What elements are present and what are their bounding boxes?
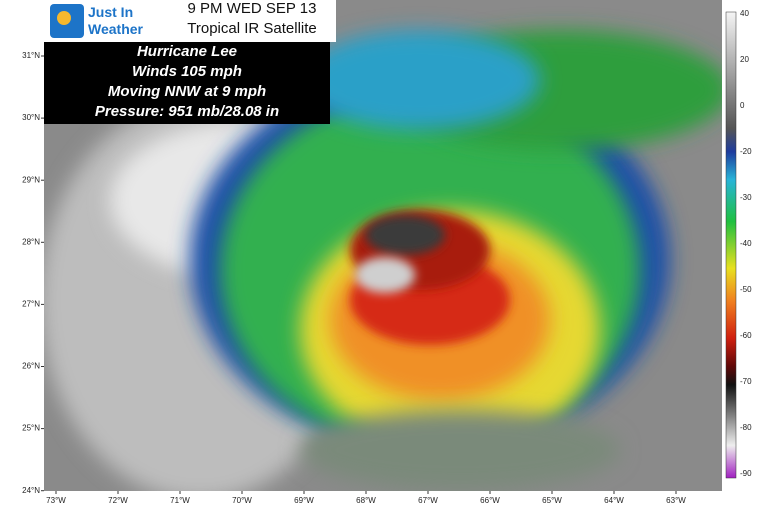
imagery bbox=[44, 0, 722, 491]
latitude-label: 26°N bbox=[22, 362, 40, 371]
time-label: 9 PM WED SEP 13 bbox=[188, 0, 317, 17]
longitude-label: 63°W bbox=[666, 496, 686, 505]
longitude-label: 64°W bbox=[604, 496, 624, 505]
latitude-label: 30°N bbox=[22, 113, 40, 122]
longitude-label: 73°W bbox=[46, 496, 66, 505]
colorbar-tick-label: -40 bbox=[740, 239, 752, 248]
longitude-label: 69°W bbox=[294, 496, 314, 505]
colorbar-tick-label: -90 bbox=[740, 469, 752, 478]
longitude-label: 70°W bbox=[232, 496, 252, 505]
storm-info-line: Pressure: 951 mb/28.08 in bbox=[95, 103, 279, 120]
colorbar-tick-label: -50 bbox=[740, 285, 752, 294]
latitude-label: 25°N bbox=[22, 424, 40, 433]
colorbar-tick-label: 20 bbox=[740, 55, 749, 64]
colorbar-tick-label: -60 bbox=[740, 331, 752, 340]
latitude-label: 27°N bbox=[22, 300, 40, 309]
latitude-label: 24°N bbox=[22, 486, 40, 495]
latitude-label: 28°N bbox=[22, 237, 40, 246]
colorbar-tick-label: 0 bbox=[740, 101, 745, 110]
longitude-label: 66°W bbox=[480, 496, 500, 505]
storm-info-line: Hurricane Lee bbox=[137, 43, 237, 60]
storm-info-line: Winds 105 mph bbox=[132, 63, 242, 80]
storm-info-box bbox=[44, 42, 330, 124]
logo-text: Just In bbox=[88, 4, 133, 20]
longitude-label: 65°W bbox=[542, 496, 562, 505]
colorbar-tick-label: -70 bbox=[740, 377, 752, 386]
colorbar-tick-label: -80 bbox=[740, 423, 752, 432]
colorbar bbox=[725, 11, 737, 479]
storm-info-line: Moving NNW at 9 mph bbox=[108, 83, 266, 100]
longitude-label: 71°W bbox=[170, 496, 190, 505]
logo-text: Weather bbox=[88, 21, 144, 37]
colorbar-tick-label: -30 bbox=[740, 193, 752, 202]
latitude-label: 31°N bbox=[22, 51, 40, 60]
logo-sun bbox=[57, 11, 71, 25]
colorbar-tick-label: 40 bbox=[740, 9, 749, 18]
latitude-label: 29°N bbox=[22, 175, 40, 184]
product-label: Tropical IR Satellite bbox=[187, 20, 317, 37]
colorbar-tick-label: -20 bbox=[740, 147, 752, 156]
longitude-label: 72°W bbox=[108, 496, 128, 505]
header-box bbox=[44, 0, 336, 42]
longitude-label: 68°W bbox=[356, 496, 376, 505]
longitude-label: 67°W bbox=[418, 496, 438, 505]
